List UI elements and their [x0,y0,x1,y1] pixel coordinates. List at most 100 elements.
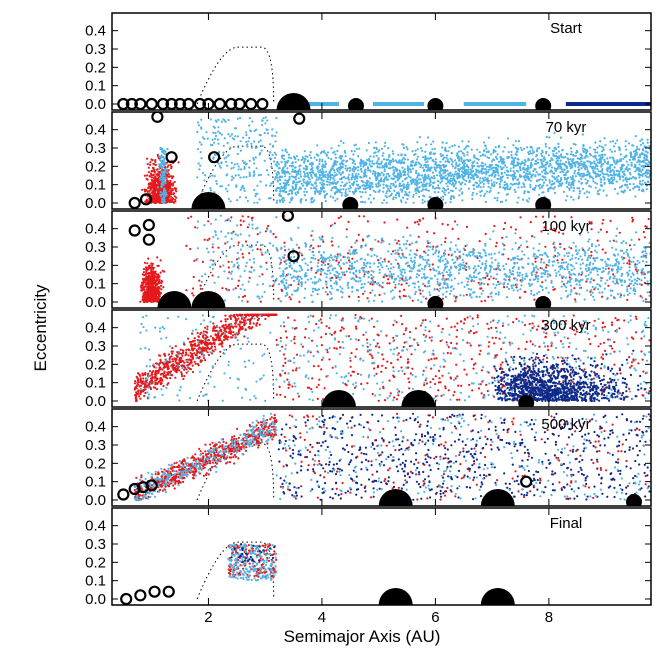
planetesimal-point [483,149,486,152]
planetesimal-point [311,281,314,284]
planetesimal-point [478,179,481,182]
planetesimal-point [267,224,270,228]
planetesimal-point [431,148,434,151]
planetesimal-point [309,151,312,154]
planetesimal-point [509,167,512,170]
planetesimal-point [406,187,410,190]
planetesimal-point [139,300,142,303]
planetesimal-point [406,148,409,151]
planetesimal-point [341,159,344,162]
planetesimal-point [446,185,449,188]
planetesimal-point [608,182,611,185]
planetesimal-point [351,190,355,194]
planetesimal-point [486,274,489,277]
planetesimal-point [310,234,313,237]
planetesimal-point [632,176,635,179]
planetesimal-point [527,262,530,265]
planetesimal-point [465,164,468,167]
planetesimal-point [284,163,287,166]
planetesimal-point [510,226,513,229]
planetesimal-point [535,153,539,157]
planetesimal-point [456,152,459,155]
planetesimal-point [401,196,405,199]
planetesimal-point [394,196,398,199]
planetesimal-point [249,129,252,132]
planetesimal-point [275,201,278,204]
planetesimal-point [154,281,157,284]
planetesimal-point [148,288,151,291]
planetesimal-point [420,181,423,184]
planetesimal-point [323,165,326,168]
planetesimal-point [475,170,478,173]
planetesimal-point [494,245,498,248]
planetesimal-point [338,156,341,159]
planetesimal-point [490,179,493,182]
planetesimal-point [378,271,381,274]
planetesimal-point [458,189,461,192]
planetesimal-point [337,216,340,220]
planetesimal-point [462,161,465,164]
planetesimal-point [402,161,406,164]
planetesimal-point [530,163,533,166]
planetesimal-point [405,256,408,259]
planetesimal-point [606,264,610,267]
planetesimal-point [280,185,283,188]
planetesimal-point [479,190,482,193]
planetesimal-point [455,163,458,166]
planetesimal-point [470,148,473,151]
planetesimal-point [303,273,307,276]
planetesimal-point [590,228,593,231]
planetesimal-point [303,150,306,153]
planetesimal-point [302,179,305,182]
planetesimal-point [599,156,602,159]
planetesimal-point [381,300,384,303]
planetesimal-point [444,193,447,196]
planetesimal-point [492,151,495,154]
planetesimal-point [531,149,534,152]
planetesimal-point [639,180,642,183]
planetesimal-point [208,175,212,178]
planetesimal-point [158,157,161,160]
planetesimal-point [569,147,573,150]
planetesimal-point [241,252,244,256]
planetesimal-point [242,176,245,179]
planetesimal-point [512,157,515,160]
planetesimal-point [149,293,152,296]
planetesimal-point [528,171,531,174]
planetesimal-point [425,143,428,146]
planetesimal-point [328,172,331,175]
planetesimal-point [371,185,374,189]
planetesimal-point [392,198,395,201]
planetesimal-point [615,180,618,183]
planetesimal-point [293,166,296,169]
planetesimal-point [425,169,428,172]
planetesimal-point [241,215,244,218]
planetesimal-point [510,153,513,156]
planetesimal-point [287,183,290,186]
planetesimal-point [142,271,145,274]
planetesimal-point [239,176,242,179]
planetesimal-point [423,174,427,177]
planetesimal-point [355,166,358,170]
planetesimal-point [359,185,362,188]
planetesimal-point [151,183,154,186]
planetesimal-point [531,173,535,176]
planetesimal-point [311,171,314,174]
planetesimal-point [429,245,432,248]
planetesimal-point [606,279,609,282]
planetesimal-point [170,193,173,196]
planetesimal-point [509,182,512,185]
planetesimal-point [562,171,565,174]
planetesimal-point [227,133,230,136]
planetesimal-point [234,174,237,177]
planetesimal-point [578,280,581,284]
planetesimal-point [523,185,526,188]
planetesimal-point [485,168,488,171]
planetesimal-point [512,159,516,162]
planetesimal-point [223,157,226,160]
planetesimal-point [171,184,174,187]
planetesimal-point [416,220,419,223]
embryo [151,112,164,123]
planetesimal-point [305,167,308,170]
planetesimal-point [559,171,562,174]
